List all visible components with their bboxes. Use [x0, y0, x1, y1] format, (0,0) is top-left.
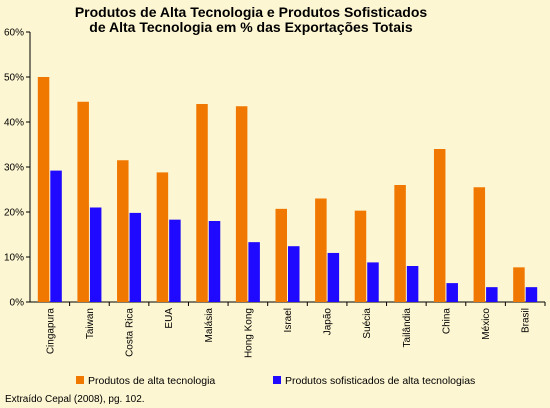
bar-sophisticated-4: [208, 221, 221, 302]
legend-swatch-sophisticated: [273, 376, 281, 384]
bar-sophisticated-0: [50, 170, 62, 302]
bar-sophisticated-3: [169, 219, 181, 302]
bar-high-tech-1: [77, 101, 89, 302]
x-tick-label: China: [441, 308, 452, 335]
bar-high-tech-5: [235, 106, 248, 302]
x-tick-label: Japão: [323, 308, 334, 336]
x-tick-label: EUA: [164, 308, 175, 329]
x-tick-label: Costa Rica: [125, 308, 136, 357]
bar-sophisticated-8: [367, 262, 379, 302]
x-tick-label: Suécia: [362, 308, 373, 339]
x-tick-label: México: [481, 308, 492, 340]
bar-high-tech-12: [513, 267, 525, 302]
bar-high-tech-10: [433, 149, 446, 302]
bar-sophisticated-1: [89, 207, 102, 302]
bar-high-tech-6: [275, 208, 287, 302]
bar-high-tech-9: [394, 185, 406, 302]
bar-sophisticated-2: [129, 212, 142, 302]
y-tick-label: 40%: [4, 118, 24, 129]
y-ticks: 0% 10% 20% 30% 40% 50% 60%: [4, 28, 30, 309]
y-tick-label: 50%: [4, 73, 24, 84]
x-tick-label: Cingapura: [45, 308, 56, 355]
x-tick-label: Israel: [283, 308, 294, 332]
bar-high-tech-0: [37, 77, 50, 302]
bar-sophisticated-10: [446, 283, 458, 302]
legend-label-sophisticated: Produtos sofisticados de alta tecnologia…: [285, 375, 475, 387]
bar-high-tech-2: [117, 160, 129, 302]
legend: Produtos de alta tecnologia Produtos sof…: [76, 375, 475, 387]
bar-sophisticated-7: [327, 252, 340, 302]
y-tick-label: 60%: [4, 28, 24, 39]
y-tick-label: 0%: [10, 298, 25, 309]
bars: [37, 77, 538, 302]
y-tick-label: 30%: [4, 163, 24, 174]
bar-high-tech-11: [473, 187, 486, 302]
x-tick-label: Taiwan: [85, 308, 96, 339]
bar-sophisticated-5: [248, 242, 260, 302]
source-note: Extraído Cepal (2008), pg. 102.: [5, 394, 145, 405]
x-tick-label: Malásia: [204, 308, 215, 343]
y-tick-label: 20%: [4, 208, 24, 219]
chart-title-line-1: Produtos de Alta Tecnologia e Produtos S…: [75, 4, 428, 20]
bar-sophisticated-11: [486, 287, 498, 302]
bar-high-tech-4: [196, 104, 208, 302]
legend-swatch-high-tech: [76, 376, 84, 384]
legend-label-high-tech: Produtos de alta tecnologia: [88, 375, 215, 387]
y-tick-label: 10%: [4, 253, 24, 264]
x-tick-label: Hong Kong: [243, 308, 254, 358]
x-tick-labels: Cingapura Taiwan Costa Rica EUA Malásia Hong …: [45, 302, 546, 358]
bar-sophisticated-6: [288, 246, 300, 302]
x-tick-label: Brasil: [521, 308, 532, 333]
bar-sophisticated-12: [525, 287, 538, 302]
chart-title-line-2: de Alta Tecnologia em % das Exportações …: [89, 19, 413, 35]
x-tick-label: Tailândia: [402, 308, 413, 348]
bar-high-tech-7: [315, 198, 327, 302]
bar-sophisticated-9: [406, 266, 419, 302]
bar-high-tech-8: [354, 210, 367, 302]
bar-high-tech-3: [156, 172, 169, 302]
